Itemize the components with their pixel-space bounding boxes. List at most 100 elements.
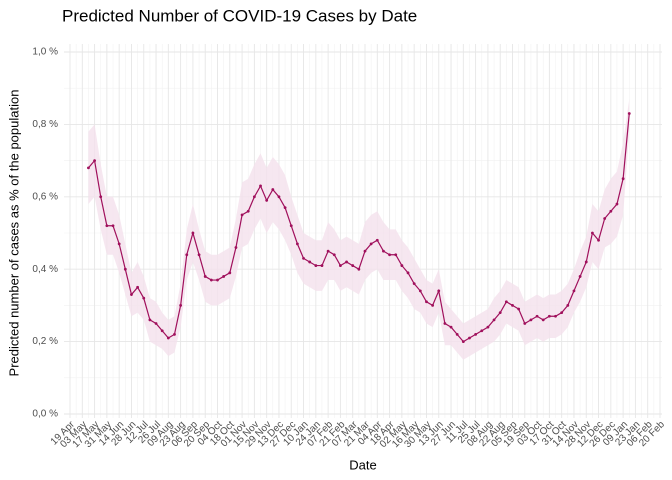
y-tick-label: 0,2 % <box>32 336 58 347</box>
point <box>486 325 490 329</box>
point <box>375 238 379 242</box>
point <box>425 300 428 304</box>
point <box>259 184 262 188</box>
point <box>418 289 422 293</box>
point <box>615 202 619 206</box>
point <box>99 195 103 199</box>
point <box>197 253 201 257</box>
point <box>179 304 183 307</box>
point <box>461 340 465 343</box>
point <box>547 314 551 318</box>
point <box>160 329 164 333</box>
point <box>449 325 453 329</box>
y-tick-label: 0,4 % <box>32 264 58 275</box>
point <box>209 278 213 282</box>
point <box>541 318 545 322</box>
point <box>277 195 281 199</box>
point <box>529 318 533 322</box>
x-axis-title: Date <box>349 457 376 472</box>
point <box>511 304 514 307</box>
point <box>228 271 232 275</box>
point <box>271 188 275 191</box>
point <box>345 260 348 264</box>
point <box>123 267 127 271</box>
point <box>498 311 502 315</box>
point <box>609 209 613 213</box>
point <box>148 318 152 322</box>
point <box>289 224 293 228</box>
point <box>603 217 607 220</box>
y-axis-title: Predicted number of cases as % of the po… <box>6 90 21 377</box>
point <box>234 246 238 249</box>
point <box>173 332 176 336</box>
point <box>590 231 594 235</box>
point <box>412 282 416 286</box>
point <box>578 275 582 278</box>
point <box>308 260 312 264</box>
point <box>295 242 299 246</box>
point <box>252 195 256 199</box>
point <box>504 300 508 304</box>
point <box>443 322 447 325</box>
point <box>492 318 496 322</box>
point <box>105 224 109 228</box>
point <box>560 311 564 315</box>
point <box>394 253 398 257</box>
y-tick-label: 0,8 % <box>32 119 58 130</box>
point <box>621 177 625 181</box>
point <box>191 231 195 235</box>
point <box>369 242 373 246</box>
point <box>455 332 459 336</box>
point <box>480 329 484 333</box>
point <box>111 224 115 228</box>
point <box>130 293 133 296</box>
point <box>566 304 570 307</box>
point <box>339 264 342 267</box>
point <box>468 336 471 340</box>
point <box>400 264 404 267</box>
chart-title: Predicted Number of COVID-19 Cases by Da… <box>62 6 417 25</box>
y-tick-label: 0,6 % <box>32 191 58 202</box>
point <box>142 296 146 300</box>
point <box>240 213 244 217</box>
point <box>388 253 391 257</box>
point <box>332 253 336 257</box>
point <box>474 332 478 336</box>
point <box>87 166 90 170</box>
point <box>554 314 557 318</box>
point <box>382 249 385 253</box>
point <box>136 285 140 289</box>
point <box>93 159 96 163</box>
point <box>314 264 318 267</box>
point <box>246 209 250 213</box>
point <box>326 249 330 253</box>
point <box>351 264 355 267</box>
point <box>302 256 305 260</box>
point <box>523 322 527 325</box>
point <box>627 112 631 115</box>
point <box>572 289 576 293</box>
point <box>203 275 207 278</box>
y-tick-label: 1,0 % <box>32 47 58 58</box>
point <box>185 253 189 257</box>
point <box>357 267 361 271</box>
confidence-band <box>88 99 630 360</box>
point <box>216 278 219 282</box>
point <box>363 249 367 253</box>
point <box>320 264 324 267</box>
point <box>283 206 287 210</box>
point <box>517 307 521 311</box>
point <box>222 275 226 278</box>
point <box>406 271 410 275</box>
point <box>431 304 435 307</box>
point <box>265 199 269 202</box>
point <box>117 242 121 246</box>
point <box>154 322 158 325</box>
point <box>584 260 588 264</box>
point <box>597 238 600 242</box>
y-tick-label: 0,0 % <box>32 409 58 420</box>
point <box>166 336 170 340</box>
point <box>535 314 539 318</box>
point <box>437 289 441 293</box>
